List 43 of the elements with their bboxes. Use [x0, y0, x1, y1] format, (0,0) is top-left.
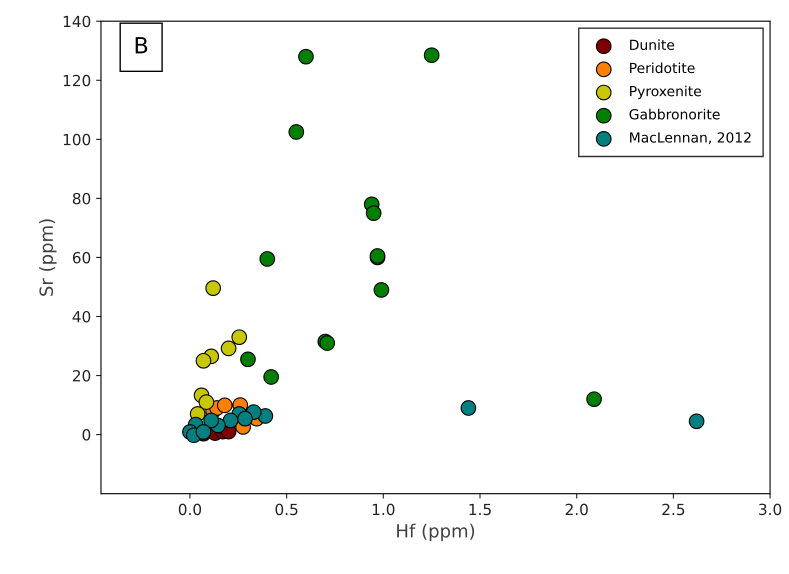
legend-label: Dunite — [630, 39, 674, 50]
y-tick-label: 0 — [82, 429, 90, 441]
legend-label: Pyroxenite — [630, 86, 702, 100]
x-tick-label: 0.0 — [178, 504, 202, 516]
point — [198, 394, 214, 410]
x-tick-label: 2.0 — [566, 504, 588, 516]
y-tick-label: 60 — [72, 252, 90, 264]
point — [586, 391, 602, 407]
point — [196, 352, 212, 369]
legend-label: Peridotite — [630, 62, 695, 74]
x-tick-label: 0.5 — [275, 504, 298, 516]
point — [240, 351, 256, 368]
y-axis-title: Sr (ppm) — [39, 219, 57, 296]
point — [424, 47, 440, 64]
point — [231, 329, 248, 345]
x-tick-label: 3.0 — [759, 504, 782, 516]
point — [298, 48, 314, 65]
x-tick-label: 1.0 — [372, 504, 394, 516]
annotation: B — [136, 37, 148, 54]
point — [374, 282, 390, 298]
point — [220, 340, 236, 356]
point — [259, 251, 276, 267]
y-tick-label: 140 — [64, 16, 90, 28]
y-tick-label: 100 — [64, 134, 90, 146]
legend-label: MacLennan, 2012 — [630, 132, 751, 144]
point — [216, 398, 233, 414]
x-tick-label: 1.5 — [470, 504, 491, 516]
y-tick-label: 20 — [72, 370, 90, 382]
point — [205, 280, 221, 296]
point — [237, 410, 253, 426]
x-tick-label: 2.5 — [662, 504, 684, 516]
point — [460, 400, 476, 416]
point — [203, 412, 220, 428]
y-tick-label: 80 — [72, 192, 90, 204]
point — [263, 369, 279, 385]
point — [366, 205, 382, 221]
point — [288, 124, 304, 140]
y-tick-label: 40 — [72, 310, 90, 323]
x-axis-title: Hf (ppm) — [397, 524, 474, 542]
point — [222, 412, 238, 428]
point — [688, 413, 704, 430]
legend-label: Gabbronorite — [630, 108, 720, 120]
y-tick-label: 120 — [64, 74, 90, 86]
